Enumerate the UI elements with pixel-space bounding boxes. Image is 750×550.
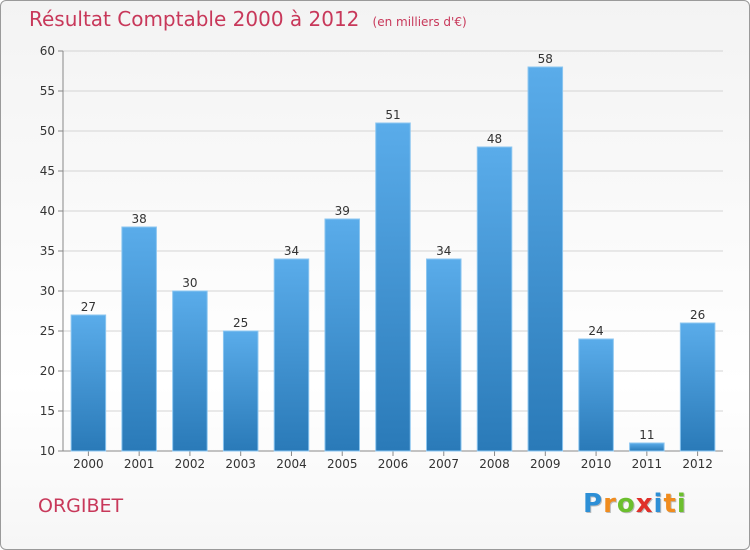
- bar-2002: [172, 290, 208, 452]
- bars-layer: [70, 66, 716, 452]
- bar-2004: [273, 258, 310, 452]
- x-tick-label-2002: 2002: [175, 457, 206, 471]
- bar-2007: [426, 258, 462, 452]
- data-label-2011: 11: [639, 428, 654, 442]
- x-tick-label-2012: 2012: [682, 457, 713, 471]
- y-tick-label: 15: [40, 404, 55, 418]
- x-tick-label-2000: 2000: [73, 457, 104, 471]
- data-label-2009: 58: [538, 52, 553, 66]
- data-label-2003: 25: [233, 316, 248, 330]
- y-tick-label: 55: [40, 84, 55, 98]
- y-tick-label: 25: [40, 324, 55, 338]
- bar-2001: [121, 226, 157, 452]
- x-tick-label-2007: 2007: [428, 457, 459, 471]
- brand-letter: x: [635, 489, 654, 519]
- x-tick-label-2005: 2005: [327, 457, 358, 471]
- x-tick-label-2011: 2011: [632, 457, 663, 471]
- bar-2012: [679, 322, 716, 452]
- bar-2010: [578, 338, 614, 452]
- brand-letter: i: [676, 489, 687, 519]
- data-label-2008: 48: [487, 132, 502, 146]
- chart-subtitle: (en milliers d'€): [372, 15, 467, 29]
- y-tick-label: 45: [40, 164, 55, 178]
- y-tick-label: 50: [40, 124, 55, 138]
- bar-2011: [629, 442, 665, 452]
- y-tick-label: 35: [40, 244, 55, 258]
- x-tick-label-2004: 2004: [276, 457, 307, 471]
- x-tick-label-2009: 2009: [530, 457, 561, 471]
- y-tick-label: 40: [40, 204, 55, 218]
- data-label-2010: 24: [588, 324, 603, 338]
- bar-2008: [476, 146, 513, 452]
- chart-header: Résultat Comptable 2000 à 2012 (en milli…: [29, 7, 467, 31]
- x-tick-label-2008: 2008: [479, 457, 510, 471]
- data-label-2001: 38: [132, 212, 147, 226]
- x-tick-label-2001: 2001: [124, 457, 155, 471]
- brand-letter: t: [663, 489, 677, 519]
- brand-letter: i: [653, 489, 664, 519]
- data-label-2004: 34: [284, 244, 299, 258]
- brand-letter: r: [603, 489, 617, 519]
- y-tick-label: 20: [40, 364, 55, 378]
- brand-letter: o: [616, 489, 636, 519]
- data-label-2002: 30: [182, 276, 197, 290]
- chart-title: Résultat Comptable 2000 à 2012: [29, 7, 360, 31]
- brand-letter: P: [583, 489, 604, 519]
- bar-2006: [375, 122, 411, 452]
- bar-2003: [222, 330, 259, 452]
- location-label: ORGIBET: [38, 495, 124, 517]
- y-tick-label: 10: [40, 444, 55, 458]
- bar-2005: [324, 218, 360, 452]
- bar-2000: [70, 314, 107, 452]
- x-tick-label-2010: 2010: [581, 457, 612, 471]
- bar-2009: [527, 66, 564, 452]
- data-label-2005: 39: [335, 204, 350, 218]
- data-label-2012: 26: [690, 308, 705, 322]
- data-label-2007: 34: [436, 244, 451, 258]
- labels-layer: 27 38 30 25 34 39 51 34 48 58 24 11 26: [81, 52, 706, 442]
- brand-logo: Proxiti: [583, 489, 687, 519]
- y-tick-label: 30: [40, 284, 55, 298]
- x-tick-label-2003: 2003: [225, 457, 256, 471]
- x-tick-label-2006: 2006: [378, 457, 409, 471]
- data-label-2000: 27: [81, 300, 96, 314]
- y-tick-label: 60: [40, 44, 55, 58]
- data-label-2006: 51: [385, 108, 400, 122]
